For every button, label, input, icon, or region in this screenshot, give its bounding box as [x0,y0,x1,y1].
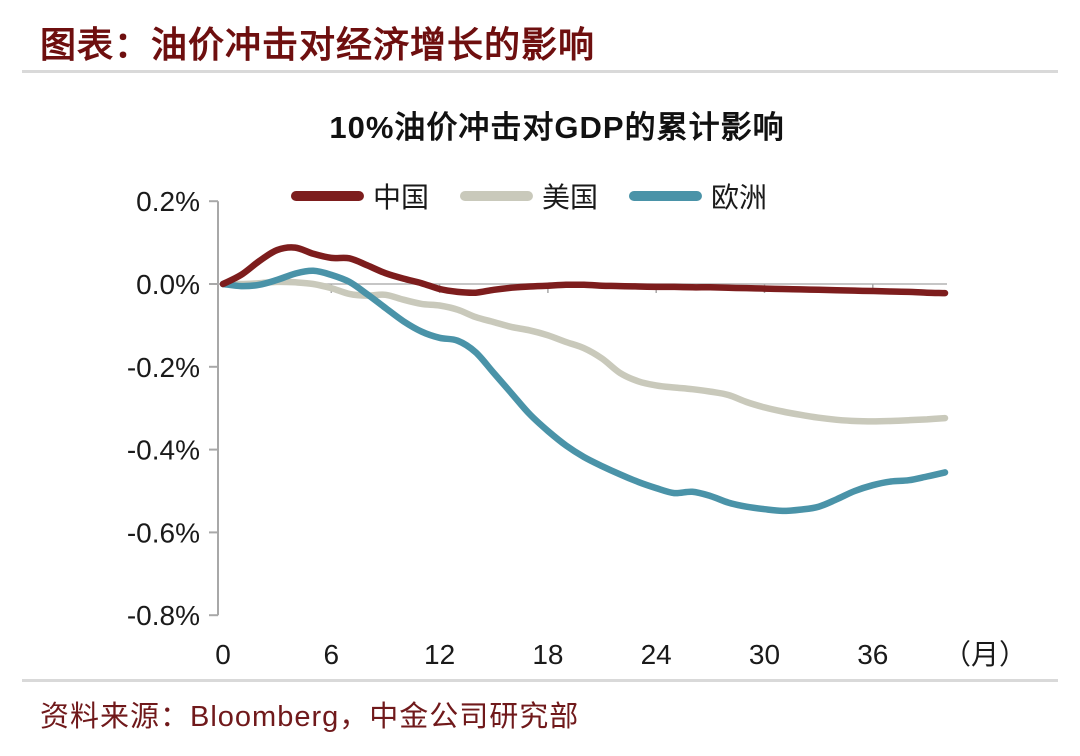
chart-title: 10%油价冲击对GDP的累计影响 [329,110,785,145]
us-line [219,278,949,425]
legend-label-us: 美国 [541,182,599,213]
y-tick-label: 0.0% [136,269,200,300]
x-tick-label: 24 [641,639,672,670]
chart-legend: 中国 美国 欧洲 [290,176,767,216]
legend-item-europe: 欧洲 [629,176,767,216]
x-tick-label: 30 [749,639,780,670]
legend-label-china: 中国 [372,182,429,213]
y-tick-label: -0.8% [127,600,200,631]
x-tick-label: 36 [857,639,888,670]
us-line-swatch [459,191,533,201]
x-tick-label: 18 [532,639,563,670]
y-tick-label: 0.2% [136,186,200,217]
legend-item-china: 中国 [290,176,429,216]
x-tick-label: 12 [424,639,455,670]
y-tick-label: -0.4% [127,435,200,466]
europe-line-swatch [629,191,703,201]
page-title: 图表：油价冲击对经济增长的影响 [40,24,596,65]
y-tick-label: -0.6% [127,517,200,548]
bottom-divider [22,679,1058,682]
y-tick-label: -0.2% [127,352,200,383]
x-tick-label: 6 [324,639,340,670]
china-line [219,244,949,297]
legend-label-europe: 欧洲 [711,182,768,213]
x-axis-unit-label: （月） [943,639,1027,670]
legend-item-us: 美国 [459,176,599,216]
x-tick-label: 0 [215,639,231,670]
top-divider [22,70,1058,73]
source-attribution: 资料来源：Bloomberg，中金公司研究部 [40,701,580,733]
europe-line [219,267,949,515]
china-line-swatch [290,191,364,201]
